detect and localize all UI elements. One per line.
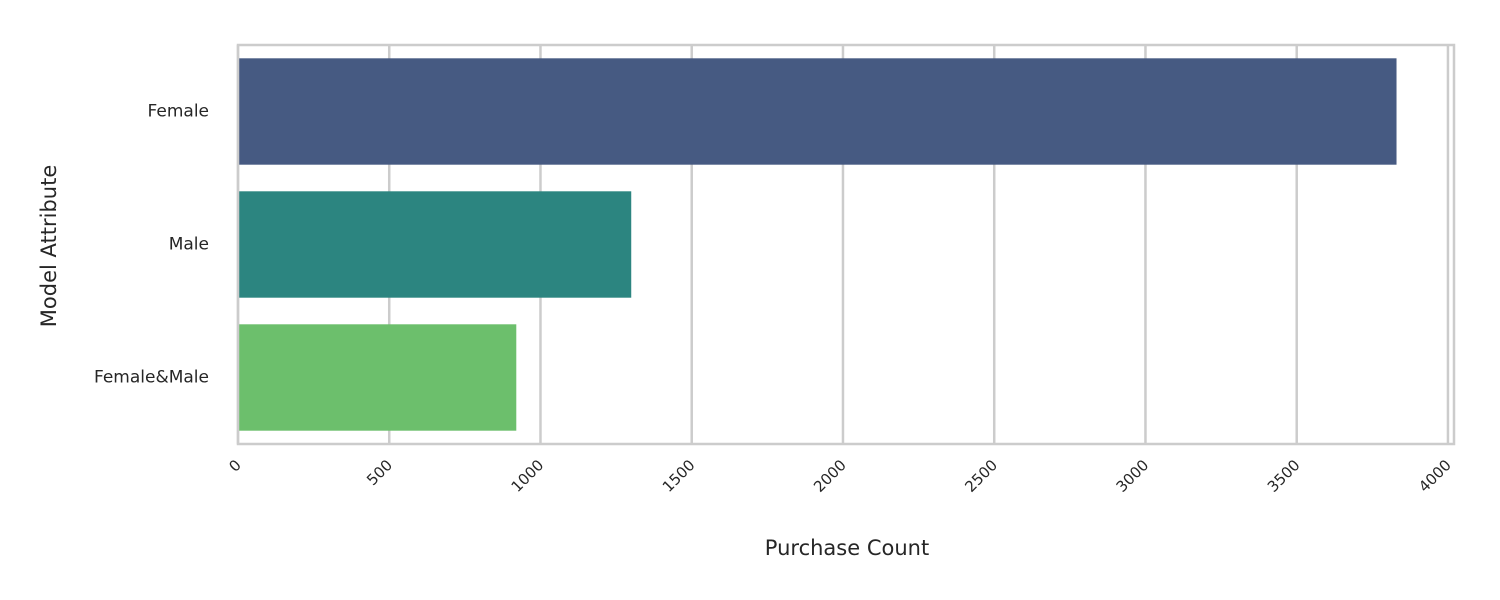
x-tick-label: 3000: [1113, 456, 1153, 496]
y-category-label: Female: [148, 102, 209, 122]
y-category-label: Male: [169, 235, 209, 255]
y-category-labels: Female Male Female&Male: [94, 102, 209, 388]
y-category-label: Female&Male: [94, 368, 209, 388]
bar-female: [238, 58, 1397, 165]
x-tick-label: 2500: [961, 456, 1001, 496]
x-tick-label: 2000: [810, 456, 850, 496]
bars: [238, 58, 1397, 431]
x-tick-label: 500: [363, 456, 396, 489]
plot-frame: [236, 43, 1456, 446]
y-axis-title: Model Attribute: [37, 165, 61, 327]
bar-female-male: [238, 324, 517, 431]
x-axis-title: Purchase Count: [765, 536, 929, 560]
x-tick-label: 3500: [1264, 456, 1304, 496]
x-tick-label: 1000: [508, 456, 548, 496]
x-tick-label: 0: [225, 456, 244, 475]
x-tick-labels: 0 500 1000 1500 2000 2500 3000 3500 4000: [225, 456, 1454, 496]
bar-male: [238, 191, 632, 298]
x-tick-label: 4000: [1415, 456, 1455, 496]
x-tick-label: 1500: [659, 456, 699, 496]
